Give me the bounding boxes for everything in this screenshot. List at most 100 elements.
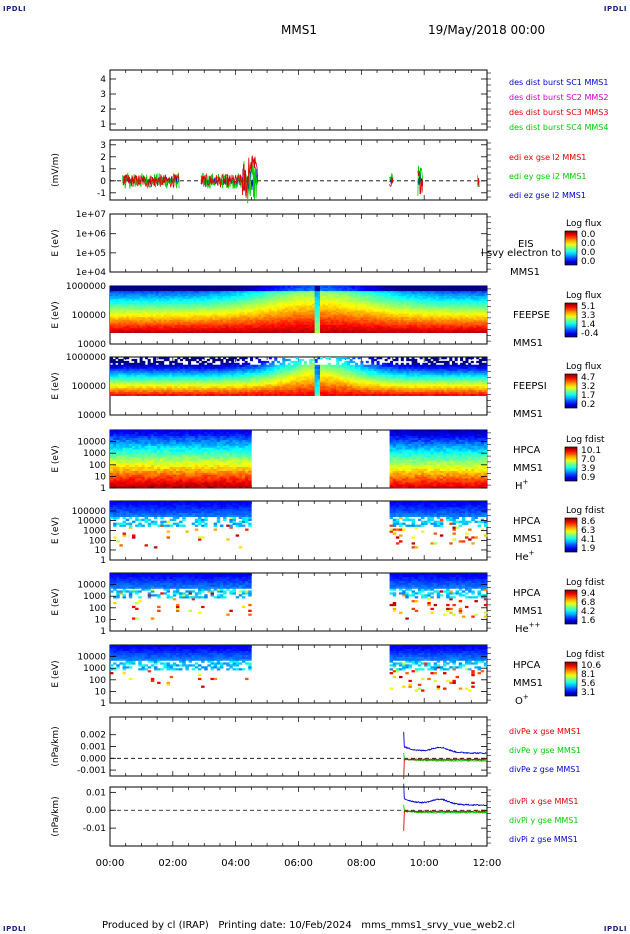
spectrogram-cell [166, 389, 170, 393]
spectrogram-cell [301, 327, 305, 330]
spectrogram-cell [376, 323, 380, 325]
spectrogram-cell [212, 305, 216, 308]
spectrogram-cell [376, 289, 380, 292]
spectrogram-cell [139, 316, 143, 319]
spectrogram-cell [169, 387, 173, 391]
spectrogram-cell [468, 311, 472, 314]
spectrogram-cell [215, 302, 219, 305]
spectrogram-cell [142, 287, 146, 290]
spectrogram-cell [328, 323, 332, 325]
spectrogram-cell [301, 321, 305, 324]
spectrogram-cell [457, 294, 461, 296]
spectrogram-cell [425, 321, 429, 324]
spectrogram-cell [145, 302, 148, 305]
spectrogram-cell [400, 310, 404, 313]
spectrogram-cell [303, 315, 307, 317]
spectrogram-cell [425, 303, 429, 306]
spectrogram-cell [206, 290, 210, 293]
spectrogram-cell [398, 331, 402, 334]
spectrogram-cell [379, 292, 383, 295]
spectrogram-cell [344, 287, 348, 290]
spectrogram-cell [142, 290, 146, 293]
spectrogram-cell [476, 286, 480, 288]
spectrogram-cell [188, 310, 192, 313]
spectrogram-cell [139, 326, 143, 329]
spectrogram-cell [387, 298, 391, 301]
spectrogram-cell [435, 331, 439, 334]
spectrogram-cell [317, 321, 321, 324]
spectrogram-cell [457, 327, 461, 330]
spectrogram-cell [430, 287, 434, 290]
spectrogram-cell [166, 384, 170, 387]
spectrogram-cell [451, 292, 455, 295]
spectrogram-cell [161, 370, 165, 373]
spectrogram-cell [223, 310, 227, 313]
spectrogram-cell [271, 315, 275, 317]
spectrogram-cell [287, 294, 291, 296]
spectrogram-cell [145, 327, 148, 330]
spectrogram-cell [171, 315, 175, 317]
spectrogram-cell [134, 290, 138, 293]
spectrogram-cell [177, 305, 181, 308]
spectrogram-cell [110, 306, 113, 309]
spectrogram-cell [306, 305, 310, 308]
spectrogram-cell [110, 376, 113, 379]
spectrogram-cell [252, 313, 256, 316]
spectrogram-cell [373, 294, 377, 296]
spectrogram-cell [266, 315, 270, 317]
spectrogram-cell [285, 331, 289, 334]
spectrogram-cell [155, 368, 159, 371]
spectrogram-cell [134, 324, 138, 327]
spectrogram-cell [185, 302, 189, 305]
spectrogram-cell [298, 294, 302, 296]
spectrogram-cell [314, 316, 318, 319]
spectrogram-cell [470, 310, 474, 313]
spectrogram-cell [212, 323, 216, 325]
spectrogram-cell [193, 303, 197, 306]
spectrogram-cell [317, 319, 321, 322]
spectrogram-cell [365, 315, 369, 317]
spectrogram-cell [457, 313, 461, 316]
spectrogram-cell [147, 303, 151, 306]
spectrogram-cell [457, 286, 461, 288]
spectrogram-cell [147, 368, 151, 371]
spectrogram-cell [169, 327, 173, 330]
spectrogram-cell [180, 286, 183, 288]
spectrogram-cell [112, 360, 116, 364]
spectrogram-cell [225, 315, 229, 317]
spectrogram-cell [150, 374, 154, 377]
spectrogram-cell [163, 310, 167, 313]
spectrogram-cell [360, 295, 364, 298]
spectrogram-cell [360, 329, 364, 332]
spectrogram-cell [250, 305, 254, 308]
spectrogram-cell [344, 294, 348, 296]
spectrogram-cell [123, 295, 127, 298]
spectrogram-cell [147, 294, 151, 296]
spectrogram-cell [400, 298, 404, 301]
spectrogram-cell [217, 318, 221, 321]
spectrogram-cell [387, 321, 391, 324]
spectrogram-cell [295, 329, 299, 332]
spectrogram-cell [433, 313, 437, 316]
spectrogram-cell [153, 316, 157, 319]
spectrogram-cell [163, 311, 167, 314]
spectrogram-cell [206, 315, 210, 317]
spectrogram-cell [198, 302, 202, 305]
spectrogram-cell [446, 318, 450, 321]
spectrogram-cell [317, 286, 321, 288]
spectrogram-cell [325, 327, 329, 330]
spectrogram-cell [443, 310, 447, 313]
spectrogram-cell [276, 294, 280, 296]
spectrogram-cell [147, 384, 151, 387]
spectrogram-cell [303, 297, 307, 300]
spectrogram-cell [425, 306, 429, 309]
spectrogram-cell [244, 323, 248, 325]
spectrogram-cell [252, 292, 256, 295]
spectrogram-cell [287, 300, 291, 303]
spectrogram-cell [360, 287, 364, 290]
spectrogram-cell [153, 378, 157, 381]
spectrogram-cell [293, 297, 297, 300]
spectrogram-cell [403, 327, 407, 330]
spectrogram-cell [355, 292, 359, 295]
spectrogram-cell [215, 297, 219, 300]
